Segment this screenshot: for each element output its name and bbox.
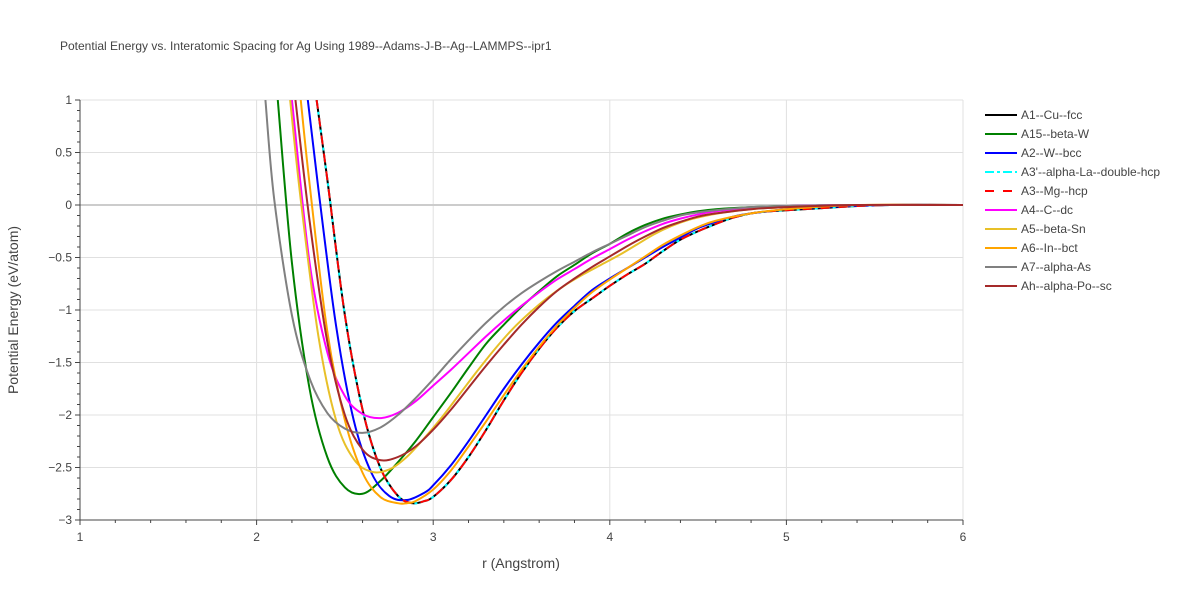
legend-label: A15--beta-W [1021,127,1090,141]
series-line-a3-mg-hcp[interactable] [315,100,963,505]
grid-layer [80,99,964,520]
legend-item-a2-w-bcc[interactable]: A2--W--bcc [985,146,1081,160]
y-tick-label: −2 [58,408,72,422]
chart-title: Potential Energy vs. Interatomic Spacing… [60,39,552,53]
series-line-a7-alpha-as[interactable] [264,100,963,434]
legend-item-a3-alpha-la-double-hcp[interactable]: A3'--alpha-La--double-hcp [985,165,1160,179]
x-tick-label: 3 [430,530,437,544]
legend-item-a3-mg-hcp[interactable]: A3--Mg--hcp [985,184,1088,198]
legend[interactable]: A1--Cu--fcc A15--beta-W A2--W--bcc A3'--alp… [985,108,1160,293]
y-tick-label: 0 [65,198,72,212]
x-tick-label: 2 [253,530,260,544]
y-tick-label: −0.5 [48,251,72,265]
y-tick-label: 0.5 [55,146,72,160]
y-tick-label: −1.5 [48,356,72,370]
legend-item-ah-alpha-po-sc[interactable]: Ah--alpha-Po--sc [985,279,1112,293]
legend-item-a5-beta-sn[interactable]: A5--beta-Sn [985,222,1086,236]
y-tick-label: −3 [58,513,72,527]
y-axis-title: Potential Energy (eV/atom) [5,226,21,394]
x-axis-title: r (Angstrom) [482,555,560,571]
legend-label: A3'--alpha-La--double-hcp [1021,165,1160,179]
series-line-a6-in-bct[interactable] [299,100,963,505]
y-tick-label: −2.5 [48,461,72,475]
legend-item-a1-cu-fcc[interactable]: A1--Cu--fcc [985,108,1082,122]
legend-item-a6-in-bct[interactable]: A6--In--bct [985,241,1078,255]
series-line-a4-c-dc[interactable] [290,100,963,420]
legend-label: Ah--alpha-Po--sc [1021,279,1112,293]
legend-label: A3--Mg--hcp [1021,184,1088,198]
legend-item-a7-alpha-as[interactable]: A7--alpha-As [985,260,1091,274]
x-tick-label: 5 [783,530,790,544]
legend-label: A1--Cu--fcc [1021,108,1082,122]
legend-item-a15-beta-w[interactable]: A15--beta-W [985,127,1090,141]
legend-label: A5--beta-Sn [1021,222,1086,236]
legend-item-a4-c-dc[interactable]: A4--C--dc [985,203,1073,217]
legend-label: A4--C--dc [1021,203,1073,217]
series-line-ah-alpha-po-sc[interactable] [294,100,963,462]
x-tick-label: 4 [606,530,613,544]
legend-label: A2--W--bcc [1021,146,1081,160]
x-tick-label: 1 [77,530,84,544]
legend-label: A7--alpha-As [1021,260,1091,274]
legend-label: A6--In--bct [1021,241,1078,255]
y-tick-label: −1 [58,303,72,317]
axis-layer: 1 2 3 4 5 6 1 0.5 0 −0.5 −1 −1.5 −2 −2.5 −3 [48,93,966,544]
x-tick-label: 6 [960,530,967,544]
series-layer[interactable] [264,100,963,505]
y-tick-label: 1 [65,93,72,107]
